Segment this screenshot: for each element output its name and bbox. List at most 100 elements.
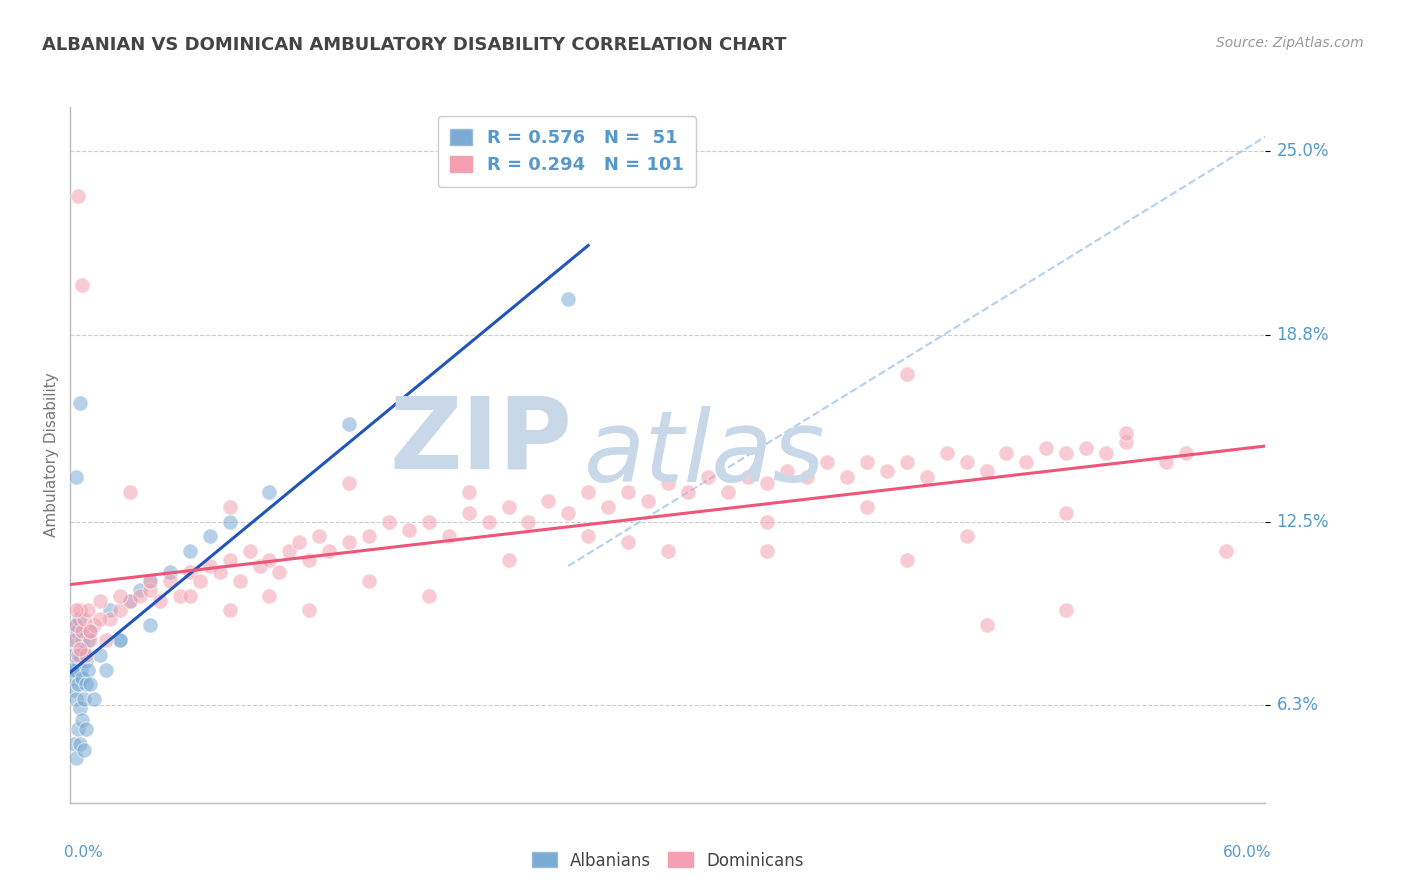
Point <box>696 470 718 484</box>
Legend: Albanians, Dominicans: Albanians, Dominicans <box>523 843 813 878</box>
Point <box>96 663 118 677</box>
Point <box>915 470 938 484</box>
Point <box>776 464 799 478</box>
Point <box>418 589 440 603</box>
Point <box>120 484 141 499</box>
Point <box>83 618 105 632</box>
Point <box>79 624 101 638</box>
Point <box>179 565 201 579</box>
Point <box>179 544 201 558</box>
Point <box>67 722 90 736</box>
Y-axis label: Ambulatory Disability: Ambulatory Disability <box>44 373 59 537</box>
Point <box>249 558 271 573</box>
Point <box>70 672 93 686</box>
Point <box>557 506 579 520</box>
Point <box>63 632 86 647</box>
Point <box>75 654 97 668</box>
Point <box>259 589 281 603</box>
Point <box>896 553 918 567</box>
Point <box>108 632 131 647</box>
Point <box>896 367 918 381</box>
Point <box>657 544 679 558</box>
Point <box>96 632 118 647</box>
Point <box>65 618 87 632</box>
Point <box>179 589 201 603</box>
Point <box>70 277 93 292</box>
Point <box>129 589 152 603</box>
Point <box>66 624 89 638</box>
Text: 25.0%: 25.0% <box>1277 143 1329 161</box>
Point <box>359 529 381 543</box>
Point <box>537 493 560 508</box>
Point <box>188 574 211 588</box>
Point <box>935 446 957 460</box>
Point <box>65 618 87 632</box>
Point <box>139 574 162 588</box>
Point <box>67 612 90 626</box>
Text: atlas: atlas <box>585 407 825 503</box>
Point <box>337 476 360 491</box>
Point <box>457 484 479 499</box>
Point <box>308 529 330 543</box>
Point <box>557 293 579 307</box>
Point <box>159 574 181 588</box>
Point <box>70 624 93 638</box>
Point <box>69 641 91 656</box>
Point <box>73 742 96 756</box>
Text: 12.5%: 12.5% <box>1277 513 1329 531</box>
Point <box>1095 446 1118 460</box>
Point <box>228 574 250 588</box>
Point <box>108 632 131 647</box>
Point <box>1054 603 1077 617</box>
Point <box>259 484 281 499</box>
Point <box>79 624 101 638</box>
Point <box>218 500 240 514</box>
Point <box>65 663 87 677</box>
Point <box>218 603 240 617</box>
Text: ALBANIAN VS DOMINICAN AMBULATORY DISABILITY CORRELATION CHART: ALBANIAN VS DOMINICAN AMBULATORY DISABIL… <box>42 36 787 54</box>
Point <box>98 612 121 626</box>
Point <box>956 455 979 469</box>
Point <box>576 484 599 499</box>
Point <box>876 464 898 478</box>
Point <box>318 544 340 558</box>
Point <box>139 574 162 588</box>
Point <box>976 464 998 478</box>
Point <box>218 515 240 529</box>
Point <box>69 603 91 617</box>
Point <box>65 692 87 706</box>
Point <box>1215 544 1237 558</box>
Point <box>1154 455 1177 469</box>
Point <box>298 603 321 617</box>
Point <box>89 648 111 662</box>
Point <box>120 594 141 608</box>
Point <box>756 515 779 529</box>
Point <box>337 417 360 431</box>
Point <box>63 683 86 698</box>
Point <box>298 553 321 567</box>
Point <box>1054 446 1077 460</box>
Point <box>67 654 90 668</box>
Point <box>378 515 401 529</box>
Point <box>69 737 91 751</box>
Point <box>517 515 540 529</box>
Point <box>617 535 640 549</box>
Point <box>637 493 659 508</box>
Point <box>478 515 501 529</box>
Point <box>70 663 93 677</box>
Point <box>77 603 100 617</box>
Point <box>89 594 111 608</box>
Point <box>617 484 640 499</box>
Point <box>65 603 87 617</box>
Text: 6.3%: 6.3% <box>1277 696 1319 714</box>
Point <box>79 632 101 647</box>
Point <box>398 524 420 538</box>
Point <box>956 529 979 543</box>
Point <box>67 189 90 203</box>
Point <box>815 455 838 469</box>
Point <box>75 677 97 691</box>
Point <box>756 544 779 558</box>
Point <box>239 544 262 558</box>
Point <box>63 737 86 751</box>
Point <box>218 553 240 567</box>
